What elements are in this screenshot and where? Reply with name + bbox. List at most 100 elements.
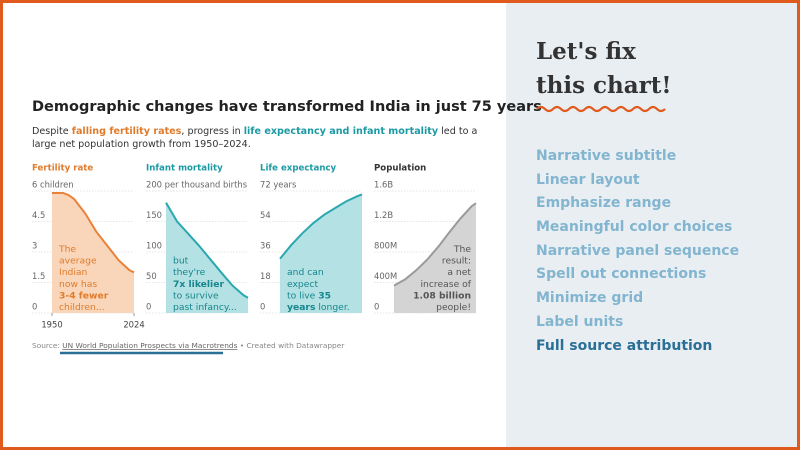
annotation: 3-4 fewer <box>59 290 109 301</box>
annotation: people! <box>436 302 471 313</box>
annotation: now has <box>59 278 97 289</box>
y-tick-label: 6 children <box>32 180 74 190</box>
y-tick-label: 1.2B <box>374 210 393 220</box>
sidebar-list: Narrative subtitle Linear layout Emphasize… <box>536 148 739 361</box>
y-tick-label: 400M <box>374 271 397 281</box>
annotation-part: they're <box>173 267 206 278</box>
panel-title: Life expectancy <box>260 164 337 174</box>
area <box>394 203 476 313</box>
y-tick-label: 1.5 <box>32 271 45 281</box>
subtitle: Despite falling fertility rates, progres… <box>32 125 482 151</box>
x-tick-label: 2024 <box>123 320 144 330</box>
y-tick-label: 72 years <box>260 180 296 190</box>
sidebar-title: this chart! <box>536 72 672 99</box>
annotation: to survive <box>173 290 219 301</box>
y-tick-label: 0 <box>146 302 151 312</box>
annotation: years longer. <box>287 302 350 313</box>
annotation-part: 1.08 billion <box>413 290 471 301</box>
y-tick-label: 150 <box>146 210 162 220</box>
annotation-part: now has <box>59 278 97 289</box>
sidebar-item: Spell out connections <box>536 266 707 283</box>
source-part: UN World Population Prospects via Macrot… <box>62 341 237 350</box>
annotation-part: result: <box>442 255 471 266</box>
y-tick-label: 4.5 <box>32 210 45 220</box>
sidebar-item: Meaningful color choices <box>536 219 733 236</box>
y-tick-label: 0 <box>374 302 379 312</box>
annotation-part: Indian <box>59 267 88 278</box>
area-line <box>393 202 477 287</box>
annotation: they're <box>173 267 206 278</box>
y-tick-label: 18 <box>260 271 271 281</box>
area-line <box>165 202 249 299</box>
chart: Demographic changes have transformed Ind… <box>32 38 672 355</box>
annotation: 7x likelier <box>173 278 224 289</box>
subtitle-part: , progress in <box>181 126 244 137</box>
annotation: a net <box>447 267 471 278</box>
annotation-part: 35 <box>318 290 331 301</box>
sidebar-title: Let's fix <box>536 38 636 65</box>
annotation-part: past infancy... <box>173 302 237 313</box>
annotation: 1.08 billion <box>413 290 471 301</box>
annotation-part: a net <box>447 267 471 278</box>
annotation-part: longer. <box>315 302 349 313</box>
wavy-underline <box>536 105 666 113</box>
sidebar-item: Narrative subtitle <box>536 148 677 164</box>
area-line <box>279 193 363 260</box>
annotation-part: children... <box>59 302 105 313</box>
y-tick-label: 100 <box>146 241 162 251</box>
annotation: result: <box>442 255 471 266</box>
annotation: and can <box>287 267 324 278</box>
subtitle-part: life expectancy and infant mortality <box>243 126 439 137</box>
source-part: Source: <box>32 341 62 350</box>
panel-title: Population <box>374 164 426 174</box>
annotation-part: and can <box>287 267 324 278</box>
y-tick-label: 54 <box>260 210 271 220</box>
area <box>166 202 248 313</box>
x-tick-label: 1950 <box>41 320 62 330</box>
sidebar-item: Linear layout <box>536 171 640 188</box>
annotation: The <box>58 244 76 255</box>
sidebar-item: Minimize grid <box>536 290 644 307</box>
annotation: children... <box>59 302 105 313</box>
annotation: but <box>173 255 189 266</box>
area <box>52 193 134 313</box>
annotation: Indian <box>59 267 88 278</box>
annotation: average <box>59 255 97 266</box>
y-tick-label: 200 per thousand births <box>146 180 247 190</box>
source-part: • Created with Datawrapper <box>237 341 345 350</box>
annotation: The <box>453 244 471 255</box>
sidebar <box>506 3 797 447</box>
y-tick-label: 0 <box>260 302 265 312</box>
y-tick-label: 36 <box>260 241 271 251</box>
y-tick-label: 3 <box>32 241 37 251</box>
panel-title: Infant mortality <box>146 164 223 174</box>
y-tick-label: 1.6B <box>374 180 393 190</box>
annotation-part: people! <box>436 302 471 313</box>
annotation-part: to survive <box>173 290 219 301</box>
area <box>280 194 362 313</box>
annotation-part: 7x likelier <box>173 278 224 289</box>
source: Source: UN World Population Prospects vi… <box>32 341 345 350</box>
y-tick-label: 800M <box>374 241 397 251</box>
sidebar-item: Emphasize range <box>536 195 672 212</box>
sidebar-item: Narrative panel sequence <box>536 242 740 259</box>
sidebar-item: Label units <box>536 313 624 330</box>
subtitle-part: Despite <box>32 126 72 137</box>
annotation-part: but <box>173 255 189 266</box>
subtitle-part: led to a large net population growth fro… <box>32 126 478 150</box>
annotation-part: average <box>59 255 97 266</box>
sidebar-item: Full source attribution <box>536 337 713 354</box>
annotation-part: increase of <box>421 278 472 289</box>
y-tick-label: 0 <box>32 302 37 312</box>
annotation-part: expect <box>287 278 318 289</box>
area-line <box>52 192 135 274</box>
panel-title: Fertility rate <box>32 164 93 174</box>
annotation: expect <box>287 278 318 289</box>
annotation: to live 35 <box>287 290 331 301</box>
annotation: past infancy... <box>173 302 237 313</box>
annotation-part: 3-4 fewer <box>59 290 109 301</box>
subtitle-part: falling fertility rates <box>71 126 182 137</box>
annotation-part: years <box>287 302 316 313</box>
annotation: increase of <box>421 278 472 289</box>
